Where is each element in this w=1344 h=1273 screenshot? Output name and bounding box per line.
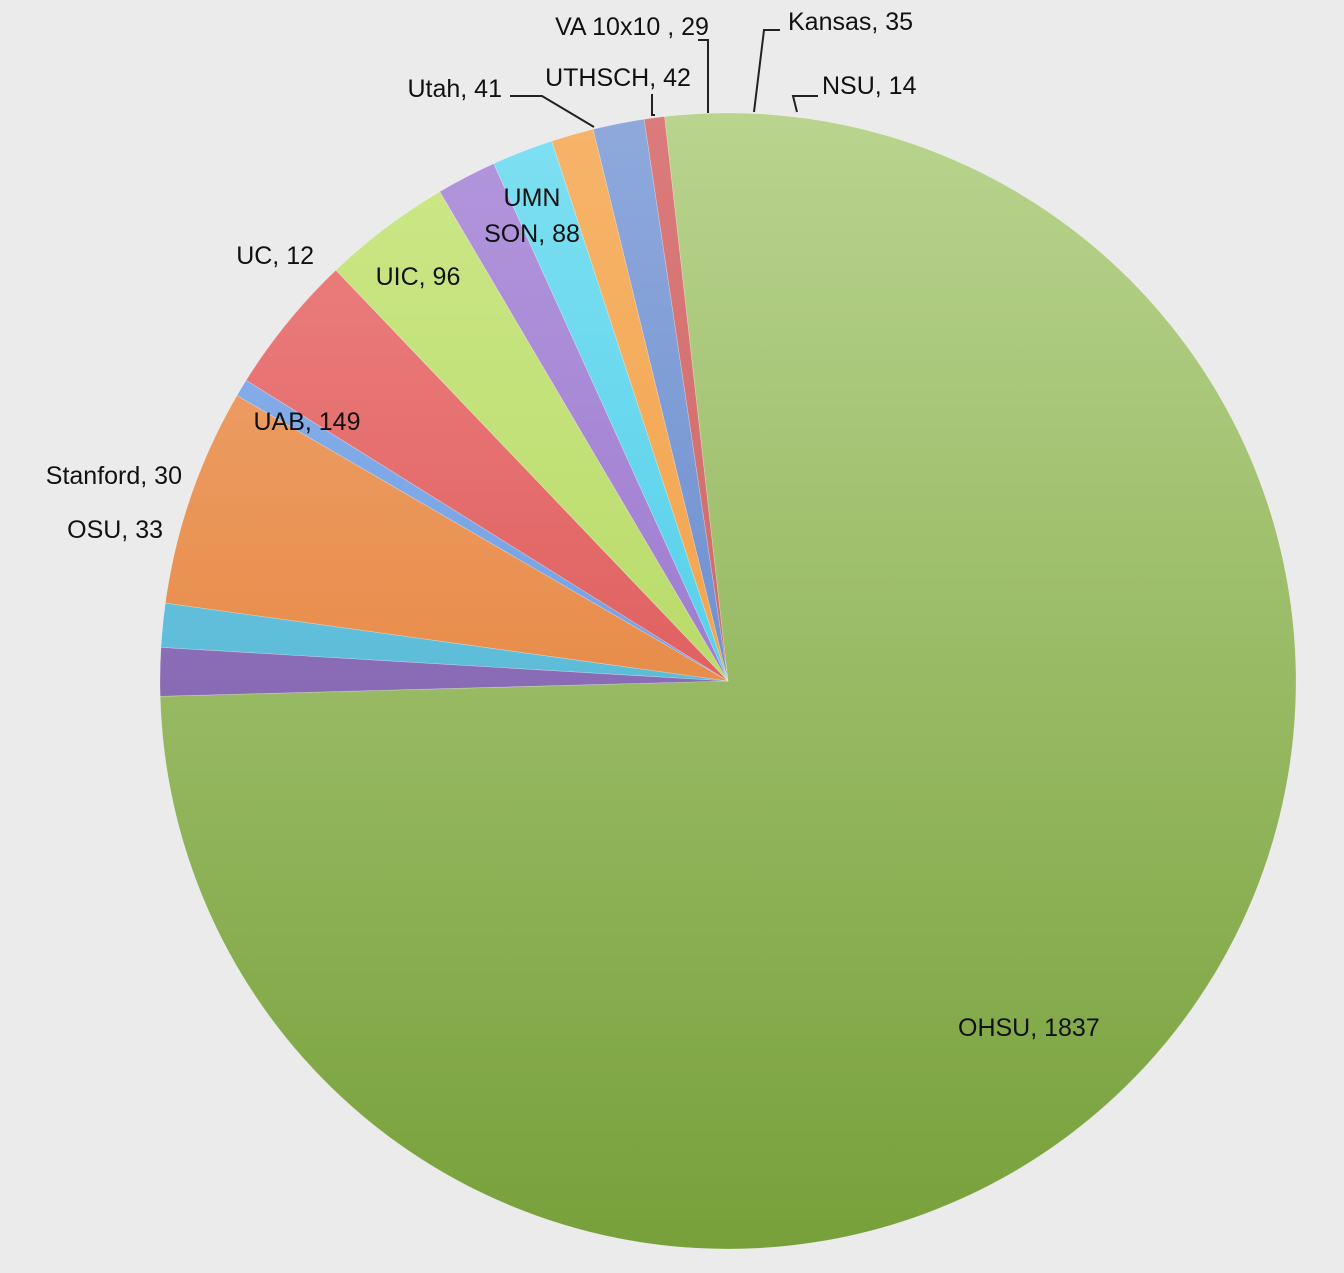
slice-label-stanford: Stanford, 30: [46, 462, 182, 490]
pie-slice-osu: [159, 647, 729, 697]
pie-slice-stanford: [160, 602, 729, 682]
slice-label-uab: UAB, 149: [253, 408, 360, 436]
pie-slices: [159, 112, 1297, 1250]
leader-line-utah: [510, 95, 595, 128]
leader-line-nsu: [791, 95, 818, 113]
slice-label-umn-son: UMN SON, 88: [484, 184, 580, 248]
slice-label-ohsu: OHSU, 1837: [958, 1014, 1100, 1042]
pie-slice-va-10x10: [551, 128, 729, 682]
slice-label-uthsch: UTHSCH, 42: [545, 64, 691, 92]
leader-line-kansas: [753, 29, 780, 113]
leader-line-va-10x10: [698, 39, 709, 113]
slice-label-uc: UC, 12: [236, 242, 314, 270]
pie-slice-uab: [165, 395, 729, 682]
pie-slice-utah: [439, 163, 729, 682]
leader-line-uthsch: [651, 94, 655, 116]
slice-label-utah: Utah, 41: [407, 75, 502, 103]
slice-labels: NSU, 14 OHSU, 1837 OSU, 33 Stanford, 30 UAB,…: [46, 8, 1100, 1042]
slice-label-va-10x10: VA 10x10 , 29: [555, 13, 709, 41]
slice-label-osu: OSU, 33: [67, 516, 163, 544]
slice-label-kansas: Kansas, 35: [788, 8, 913, 36]
leader-lines: [510, 29, 818, 128]
pie-slice-uthsch: [493, 140, 729, 682]
pie-slice-uic: [245, 269, 729, 682]
pie-slice-uc: [236, 379, 729, 682]
pie-slice-ohsu: [159, 112, 1297, 1250]
slice-label-uic: UIC, 96: [376, 263, 461, 291]
pie-slice-nsu: [643, 116, 729, 682]
pie-slice-umn-son: [335, 191, 729, 682]
pie-slice-kansas: [592, 118, 729, 682]
slice-label-nsu: NSU, 14: [822, 72, 917, 100]
